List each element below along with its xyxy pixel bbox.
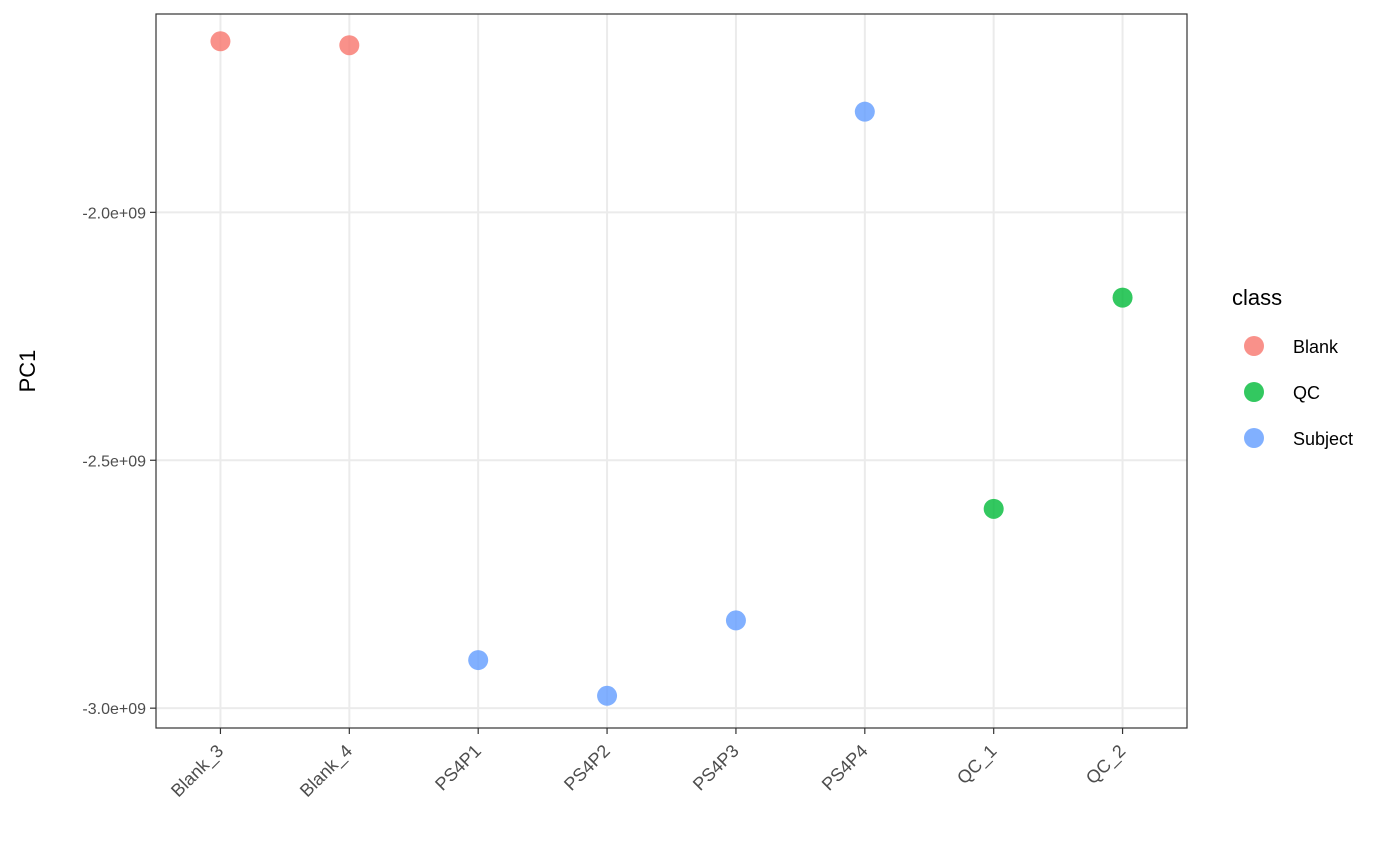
y-tick-label: -2.0e+09 (82, 205, 146, 222)
legend-label-qc: QC (1293, 383, 1320, 403)
y-tick-label: -3.0e+09 (82, 701, 146, 718)
legend-key-blank (1244, 336, 1264, 356)
data-point-qc-1 (983, 498, 1004, 519)
y-axis: -3.0e+09 -2.5e+09 -2.0e+09 (82, 205, 156, 718)
legend-title: class (1232, 285, 1282, 310)
data-point-ps4p1 (468, 650, 489, 671)
data-points (210, 31, 1133, 706)
legend: class Blank QC Subject (1232, 285, 1353, 449)
legend-label-subject: Subject (1293, 429, 1353, 449)
panel-border (155, 13, 1188, 729)
legend-label-blank: Blank (1293, 337, 1339, 357)
legend-key-subject (1244, 428, 1264, 448)
y-tick-label: -2.5e+09 (82, 453, 146, 470)
data-point-blank-4 (339, 35, 360, 56)
data-point-ps4p2 (597, 685, 618, 706)
grid-lines (156, 14, 1187, 728)
data-point-ps4p4 (854, 101, 875, 122)
data-point-qc-2 (1112, 287, 1133, 308)
data-point-blank-3 (210, 31, 231, 52)
y-axis-label: PC1 (15, 350, 40, 393)
data-point-ps4p3 (725, 610, 746, 631)
legend-key-qc (1244, 382, 1264, 402)
